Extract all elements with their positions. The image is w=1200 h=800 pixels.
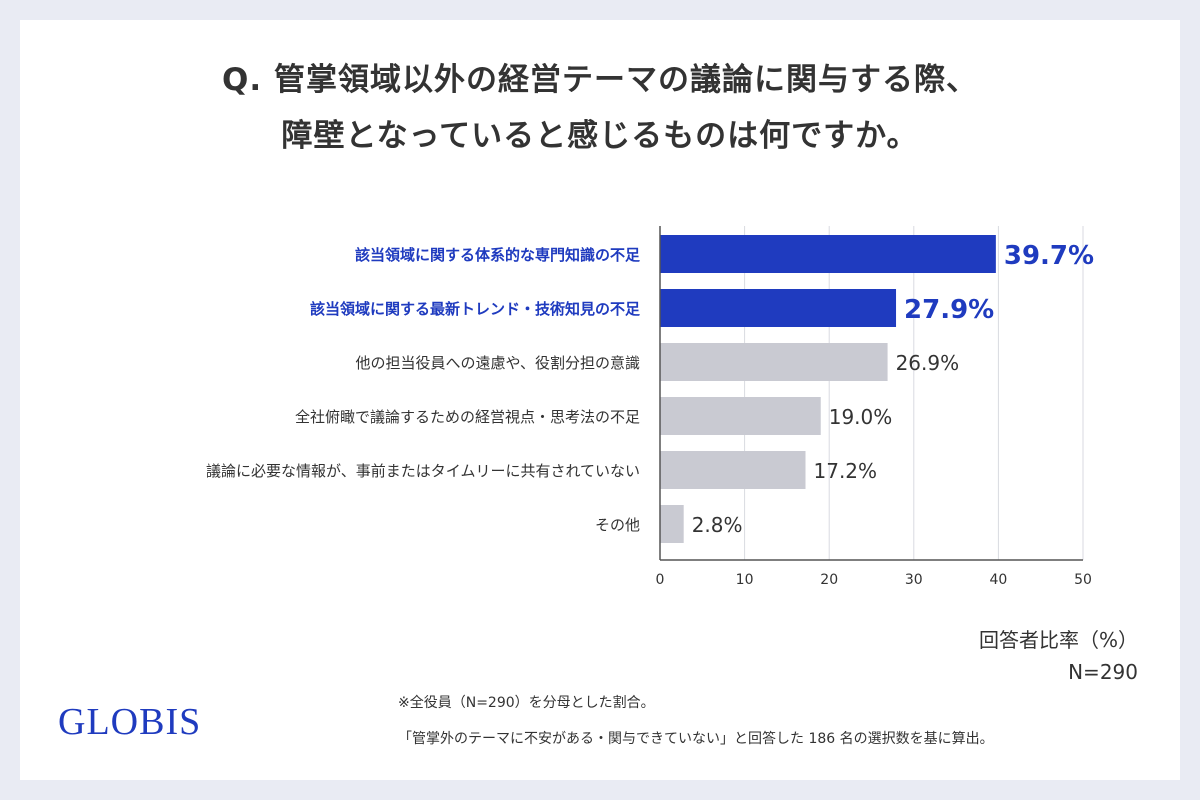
value-label: 17.2% — [814, 459, 878, 483]
chart-card — [20, 20, 1180, 780]
bar — [660, 343, 888, 381]
value-label: 19.0% — [829, 405, 893, 429]
x-tick-label: 40 — [989, 572, 1007, 588]
category-label: 該当領域に関する体系的な専門知識の不足 — [355, 246, 641, 264]
x-tick-label: 30 — [905, 572, 923, 588]
globis-logo: GLOBIS — [58, 701, 202, 743]
title-line-2: 障壁となっていると感じるものは何ですか。 — [281, 118, 919, 154]
x-tick-label: 10 — [736, 572, 754, 588]
value-label: 26.9% — [896, 351, 960, 375]
value-label: 27.9% — [904, 295, 994, 325]
title-line-1: Q. 管掌領域以外の経営テーマの議論に関与する際、 — [222, 62, 978, 98]
category-label: 全社俯瞰で議論するための経営視点・思考法の不足 — [295, 408, 640, 426]
bar — [660, 289, 897, 327]
value-label: 39.7% — [1004, 241, 1094, 271]
category-label: その他 — [595, 516, 640, 534]
footnote-1: ※全役員（N=290）を分母とした割合。 — [398, 695, 655, 711]
category-label: 他の担当役員への遠慮や、役割分担の意識 — [355, 354, 640, 372]
chart-title: Q. 管掌領域以外の経営テーマの議論に関与する際、 障壁となっていると感じるもの… — [0, 52, 1200, 164]
bar — [660, 397, 821, 435]
bar — [660, 235, 996, 273]
x-axis-label: 回答者比率（%） — [978, 628, 1138, 652]
category-label: 該当領域に関する最新トレンド・技術知見の不足 — [310, 300, 641, 318]
category-label: 議論に必要な情報が、事前またはタイムリーに共有されていない — [206, 462, 640, 480]
x-tick-label: 0 — [656, 572, 665, 588]
sample-size: N=290 — [1068, 660, 1138, 684]
x-tick-label: 20 — [820, 572, 838, 588]
x-tick-label: 50 — [1074, 572, 1092, 588]
bar — [660, 505, 684, 543]
value-label: 2.8% — [692, 513, 743, 537]
bar — [660, 451, 806, 489]
footnote-2: 「管掌外のテーマに不安がある・関与できていない」と回答した 186 名の選択数を… — [398, 731, 994, 747]
